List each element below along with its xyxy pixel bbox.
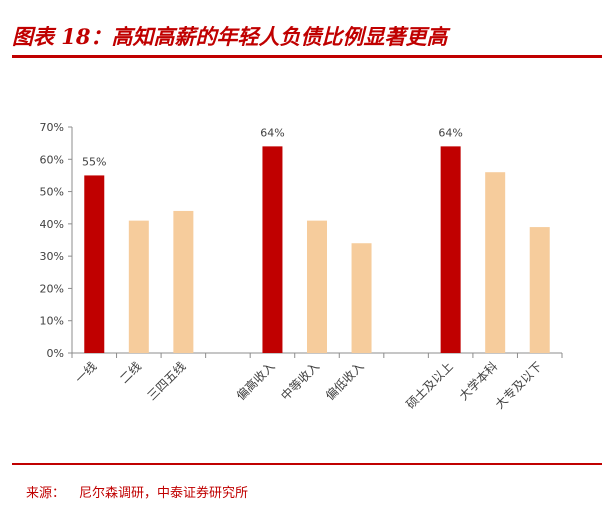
y-tick-label: 0%: [47, 347, 64, 360]
bar: [262, 146, 283, 353]
x-category-label: 二线: [117, 359, 144, 386]
bar: [529, 227, 550, 353]
bar: [485, 172, 506, 353]
bar: [351, 243, 372, 353]
x-category-label: 大学本科: [456, 359, 501, 404]
y-tick-label: 60%: [40, 153, 64, 166]
x-category-label: 三四五线: [145, 359, 189, 403]
title-divider: [12, 55, 602, 58]
x-category-label: 中等收入: [278, 359, 323, 404]
source-label: 来源：: [26, 486, 66, 501]
bar: [307, 220, 327, 353]
y-tick-label: 40%: [40, 218, 64, 231]
x-category-label: 偏高收入: [233, 359, 278, 404]
y-tick-label: 30%: [40, 250, 64, 263]
bar: [440, 146, 461, 353]
source-text: 尼尔森调研，中泰证券研究所: [79, 486, 249, 501]
footer-divider: [12, 463, 602, 465]
chart-title: 图表 18：高知高薪的年轻人负债比例显著更高: [12, 24, 448, 49]
data-label: 64%: [260, 126, 284, 139]
x-category-label: 硕士及以上: [403, 359, 455, 411]
bar: [84, 175, 105, 353]
y-tick-label: 70%: [40, 121, 64, 134]
data-label: 55%: [82, 155, 106, 168]
x-category-label: 偏低收入: [322, 359, 367, 404]
bar: [128, 220, 149, 353]
x-category-label: 一线: [73, 359, 100, 386]
y-tick-label: 10%: [40, 315, 64, 328]
y-tick-label: 20%: [40, 282, 64, 295]
source-note: 来源： 尼尔森调研，中泰证券研究所: [26, 482, 248, 501]
bar: [173, 210, 194, 353]
y-tick-label: 50%: [40, 186, 64, 199]
data-label: 64%: [438, 126, 462, 139]
x-category-label: 大专及以下: [492, 359, 545, 412]
